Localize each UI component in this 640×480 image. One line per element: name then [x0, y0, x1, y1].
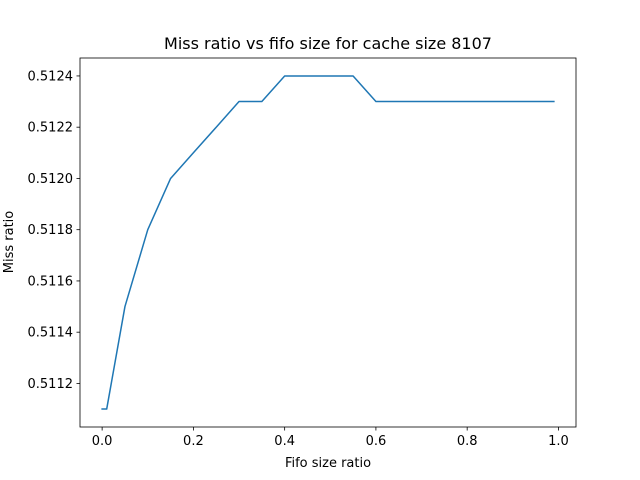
y-tick-label: 0.5120: [28, 172, 74, 187]
y-tick-label: 0.5122: [28, 121, 74, 136]
y-axis-label: Miss ratio: [2, 211, 17, 274]
x-tick-label: 0.0: [92, 434, 113, 449]
axis-ticks: 0.0 0.2 0.4 0.6 0.8 1.0 0.5112 0.5114 0.5116 0.51…: [28, 69, 569, 449]
y-tick-label: 0.5118: [28, 223, 74, 238]
x-tick-label: 0.6: [366, 434, 387, 449]
x-tick-label: 0.2: [183, 434, 204, 449]
y-tick-label: 0.5112: [28, 377, 74, 392]
series-line-0: [101, 75, 555, 410]
y-tick-label: 0.5124: [28, 69, 74, 84]
x-tick-label: 0.8: [457, 434, 478, 449]
chart-title: Miss ratio vs fifo size for cache size 8…: [164, 34, 492, 53]
x-tick-label: 1.0: [548, 434, 569, 449]
x-axis-label: Fifo size ratio: [285, 456, 371, 471]
axes-frame: [79, 57, 577, 428]
y-tick-label: 0.5116: [28, 274, 74, 289]
plot-area: [79, 57, 577, 428]
y-tick-label: 0.5114: [28, 326, 74, 341]
x-tick-label: 0.4: [274, 434, 295, 449]
